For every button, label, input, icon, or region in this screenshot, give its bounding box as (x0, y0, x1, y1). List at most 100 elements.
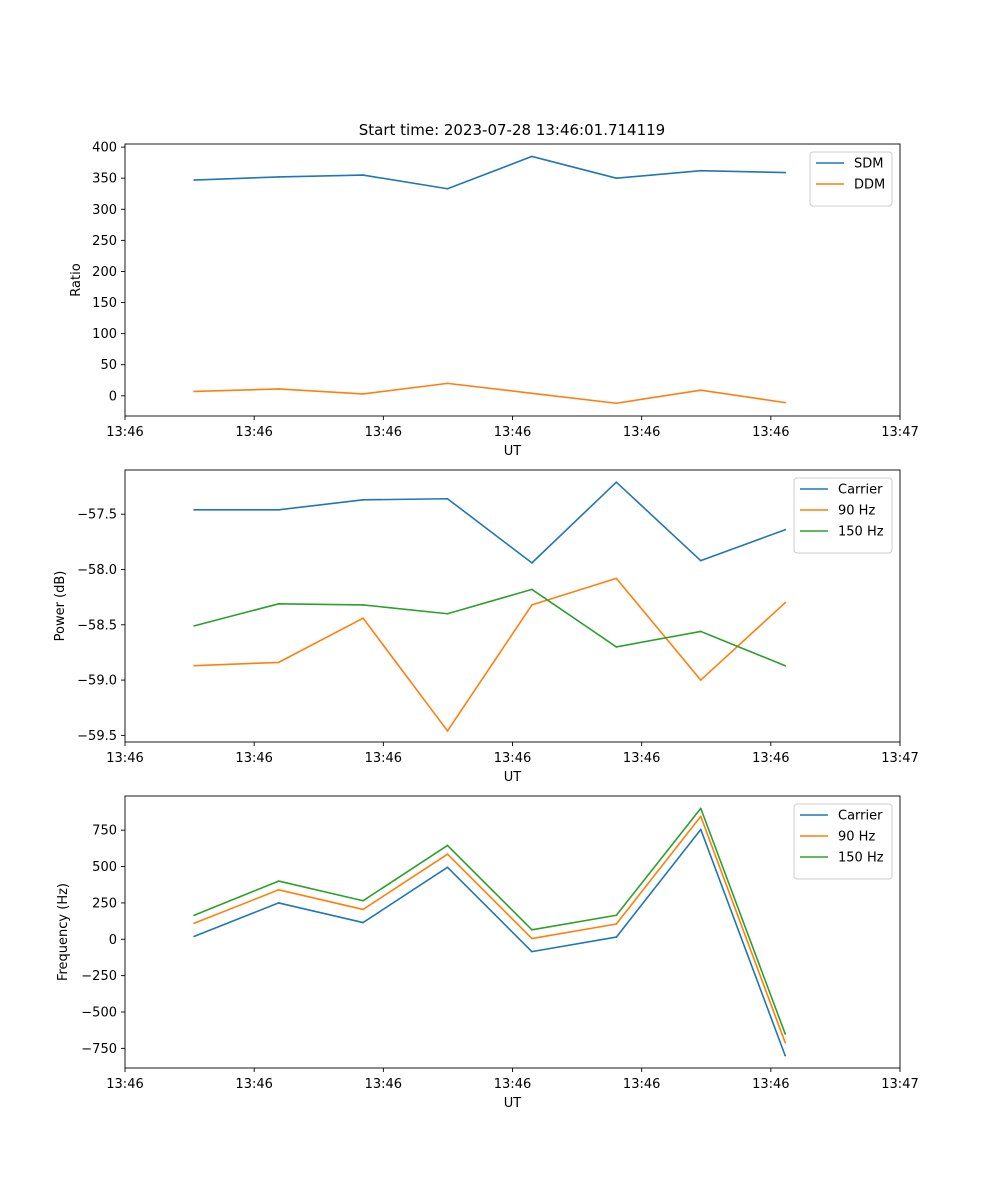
data-point (699, 828, 702, 831)
data-point (699, 630, 702, 633)
x-axis-label: UT (504, 770, 522, 785)
series-150-hz (193, 807, 787, 1035)
data-point (699, 815, 702, 818)
y-axis-label: Ratio (69, 263, 84, 296)
plot-frame (124, 143, 901, 417)
data-point (699, 679, 702, 681)
legend: Carrier 90 Hz 150 Hz (793, 477, 893, 554)
x-tick-label: 13:47 (881, 1077, 918, 1092)
data-point (615, 936, 618, 938)
y-tick-label: −57.5 (77, 508, 117, 523)
series-line (193, 828, 786, 1056)
y-tick-label: −500 (81, 1006, 117, 1021)
data-point (446, 730, 449, 732)
x-axis-label: UT (504, 1096, 522, 1111)
y-tick-label: −58.5 (77, 618, 117, 633)
legend-label: 150 Hz (838, 851, 884, 866)
y-tick-label: 200 (92, 265, 117, 280)
data-point (446, 382, 449, 385)
x-tick-label: 13:46 (752, 1077, 789, 1092)
series-90-hz (193, 815, 787, 1044)
data-point (277, 508, 280, 511)
y-tick-label: 250 (92, 896, 117, 911)
chart-panel-1: 0 50 100 150 200 250 300 350 400 13:46 13:46 13:46 1… (69, 141, 919, 459)
data-point (277, 602, 280, 605)
chart-panel-2: −59.5 −59.0 −58.5 −58.0 −57.5 13:46 13:46 13:46… (53, 469, 919, 785)
x-tick-label: 13:46 (106, 1077, 143, 1092)
data-point (784, 171, 787, 174)
data-point (277, 880, 280, 882)
legend-label: Carrier (838, 483, 883, 498)
data-point (699, 559, 702, 562)
y-tick-label: 750 (92, 824, 117, 839)
data-point (615, 646, 618, 648)
series-ddm (193, 382, 787, 405)
data-point (362, 174, 364, 176)
data-point (362, 921, 364, 924)
data-point (531, 928, 533, 931)
series-line (193, 807, 786, 1035)
data-point (277, 661, 280, 664)
x-tick-label: 13:46 (365, 1077, 402, 1092)
x-tick-label: 13:46 (752, 425, 789, 440)
data-point (362, 899, 364, 902)
x-tick-label: 13:46 (365, 425, 402, 440)
data-point (362, 498, 364, 501)
legend: Carrier 90 Hz 150 Hz (793, 803, 893, 880)
x-tick-label: 13:46 (752, 751, 789, 766)
data-point (193, 935, 196, 938)
series-line (194, 588, 786, 667)
data-point (277, 888, 280, 891)
data-point (784, 1041, 787, 1044)
data-point (362, 908, 364, 911)
data-point (615, 923, 618, 925)
series-line (194, 155, 786, 190)
data-point (193, 179, 196, 181)
x-tick-label: 13:46 (494, 1077, 531, 1092)
data-point (193, 664, 196, 667)
data-point (446, 497, 449, 500)
data-point (193, 922, 196, 925)
x-tick-label: 13:46 (235, 1077, 272, 1092)
data-point (699, 169, 702, 172)
data-point (784, 1032, 787, 1035)
x-tick-label: 13:46 (623, 1077, 660, 1092)
data-point (784, 528, 787, 531)
data-point (193, 508, 196, 511)
data-point (446, 866, 449, 869)
series-150-hz (193, 588, 787, 667)
x-tick-label: 13:46 (365, 751, 402, 766)
series-sdm (193, 155, 787, 190)
y-axis-label: Frequency (Hz) (56, 883, 71, 981)
series-line (194, 481, 786, 564)
data-point (193, 390, 196, 393)
data-point (446, 612, 449, 615)
data-point (615, 914, 618, 917)
y-tick-label: −250 (81, 969, 117, 984)
series-carrier (193, 481, 787, 564)
data-point (784, 401, 787, 404)
data-point (531, 588, 533, 591)
data-point (446, 187, 449, 190)
chart-panel-3: −750 −500 −250 0 250 500 750 13:46 13:46 13:46 13:… (56, 795, 919, 1111)
data-point (531, 392, 533, 395)
x-tick-label: 13:47 (881, 425, 918, 440)
data-point (362, 617, 364, 620)
data-point (531, 950, 533, 953)
x-tick-label: 13:46 (106, 425, 143, 440)
data-point (193, 914, 196, 917)
data-point (362, 393, 364, 395)
x-tick-label: 13:46 (494, 425, 531, 440)
y-tick-label: 100 (92, 327, 117, 342)
legend-label: Carrier (838, 809, 883, 824)
legend-label: DDM (854, 178, 885, 193)
data-point (531, 155, 533, 158)
y-tick-label: −59.0 (77, 674, 117, 689)
x-tick-label: 13:47 (881, 751, 918, 766)
data-point (446, 853, 449, 856)
series-carrier (193, 828, 787, 1057)
series-90-hz (193, 577, 787, 732)
data-point (699, 807, 702, 810)
data-point (531, 603, 533, 606)
